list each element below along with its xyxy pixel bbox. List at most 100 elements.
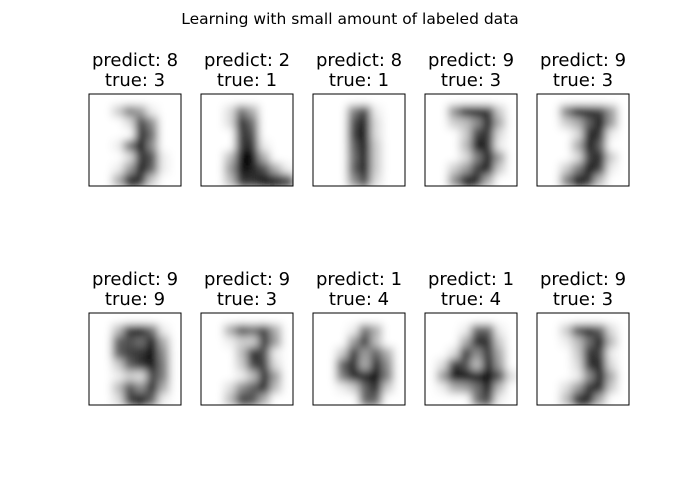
pixel	[482, 313, 495, 326]
pixel	[537, 117, 550, 130]
pixel	[382, 163, 395, 176]
pixel	[537, 163, 550, 176]
pixel	[583, 117, 596, 130]
true-label: true: 9	[105, 289, 165, 310]
pixel	[89, 336, 102, 349]
pixel	[571, 151, 584, 164]
pixel	[89, 393, 102, 405]
true-label: true: 3	[553, 289, 613, 310]
pixel	[548, 105, 561, 118]
pixel	[606, 359, 619, 372]
pixel	[471, 174, 484, 186]
pixel	[212, 140, 225, 153]
pixel	[158, 347, 171, 360]
pixel	[359, 140, 372, 153]
pixel	[370, 347, 383, 360]
pixel	[169, 151, 181, 164]
pixel	[146, 117, 159, 130]
pixel	[359, 174, 372, 186]
pixel	[158, 370, 171, 383]
pixel	[201, 140, 214, 153]
pixel	[123, 151, 136, 164]
pixel	[594, 359, 607, 372]
image-frame	[88, 312, 182, 406]
pixel	[548, 128, 561, 141]
pixel	[112, 128, 125, 141]
pixel	[537, 140, 550, 153]
pixel	[548, 313, 561, 326]
pixel	[471, 128, 484, 141]
pixel	[370, 359, 383, 372]
pixel	[448, 370, 461, 383]
pixel	[100, 128, 113, 141]
pixel	[281, 94, 293, 107]
pixel	[617, 128, 629, 141]
pixel	[270, 393, 283, 405]
pixel	[336, 313, 349, 326]
pixel	[560, 128, 573, 141]
pixel	[594, 151, 607, 164]
pixel	[393, 117, 405, 130]
pixel	[201, 313, 214, 326]
pixel	[505, 347, 517, 360]
pixel	[537, 324, 550, 337]
pixel	[235, 347, 248, 360]
pixel	[235, 393, 248, 405]
pixel	[583, 370, 596, 383]
pixel	[606, 94, 619, 107]
pixel	[313, 324, 326, 337]
pixel	[370, 336, 383, 349]
pixel	[235, 117, 248, 130]
pixel	[571, 393, 584, 405]
pixel	[436, 313, 449, 326]
pixel	[313, 105, 326, 118]
pixel	[270, 128, 283, 141]
pixel	[112, 140, 125, 153]
pixel	[235, 370, 248, 383]
pixel	[281, 359, 293, 372]
pixel	[482, 128, 495, 141]
pixel	[112, 347, 125, 360]
pixel	[425, 128, 438, 141]
pixel	[281, 151, 293, 164]
pixel	[471, 105, 484, 118]
pixel	[169, 105, 181, 118]
pixel	[201, 347, 214, 360]
pixel	[235, 163, 248, 176]
pixel	[548, 324, 561, 337]
digit-image	[537, 313, 629, 405]
pixel	[459, 151, 472, 164]
pixel	[606, 347, 619, 360]
pixel	[135, 128, 148, 141]
pixel	[281, 324, 293, 337]
pixel	[471, 117, 484, 130]
pixel	[336, 347, 349, 360]
pixel	[324, 117, 337, 130]
pixel	[494, 370, 507, 383]
pixel	[571, 336, 584, 349]
pixel	[158, 128, 171, 141]
pixel	[537, 370, 550, 383]
pixel	[313, 140, 326, 153]
pixel	[393, 94, 405, 107]
pixel	[560, 347, 573, 360]
predict-label: predict: 9	[540, 269, 626, 290]
pixel	[617, 94, 629, 107]
pixel	[482, 393, 495, 405]
pixel	[281, 163, 293, 176]
pixel	[436, 382, 449, 395]
pixel	[505, 359, 517, 372]
pixel	[471, 313, 484, 326]
pixel	[359, 324, 372, 337]
pixel	[459, 94, 472, 107]
pixel	[594, 174, 607, 186]
pixel	[158, 393, 171, 405]
pixel	[382, 382, 395, 395]
pixel	[425, 336, 438, 349]
pixel	[617, 313, 629, 326]
digit-image	[89, 313, 181, 405]
pixel	[571, 347, 584, 360]
pixel	[436, 324, 449, 337]
pixel	[583, 324, 596, 337]
